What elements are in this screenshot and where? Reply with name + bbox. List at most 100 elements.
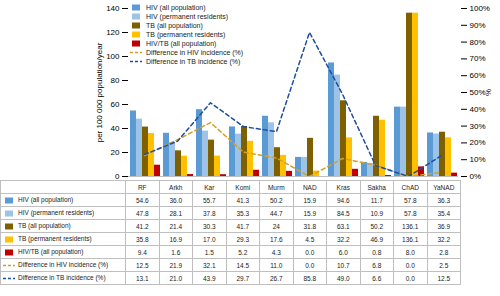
- html-text:8.0: 8.0: [405, 248, 415, 256]
- html-text:35.3: 35.3: [236, 209, 250, 217]
- html-text:136.1: 136.1: [402, 222, 419, 230]
- html-text:Kar: Kar: [204, 183, 215, 191]
- svg-text:30%: 30%: [470, 122, 486, 131]
- html-text:RF: RF: [137, 183, 147, 191]
- svg-text:per 100 000 population/year: per 100 000 population/year: [95, 42, 104, 142]
- html-text:15.9: 15.9: [303, 196, 317, 204]
- html-text:32.2: 32.2: [336, 235, 350, 243]
- html-text:6.0: 6.0: [338, 248, 348, 256]
- svg-text:70%: 70%: [470, 54, 486, 63]
- html-text:TB (permanent residents): TB (permanent residents): [18, 235, 92, 243]
- html-text:55.7: 55.7: [202, 196, 216, 204]
- html-text:5.2: 5.2: [238, 248, 248, 256]
- svg-text:80%: 80%: [470, 38, 486, 47]
- html-text:4.3: 4.3: [271, 248, 281, 256]
- html-text:17.6: 17.6: [269, 235, 283, 243]
- svg-text:40: 40: [111, 124, 120, 133]
- svg-text:20: 20: [111, 148, 120, 157]
- html-text:50.2: 50.2: [370, 222, 384, 230]
- html-text:41.2: 41.2: [135, 222, 149, 230]
- html-text:32.1: 32.1: [202, 261, 216, 269]
- html-text:TB (all population): TB (all population): [18, 222, 71, 230]
- html-text:4.5: 4.5: [305, 235, 315, 243]
- html-text:13.1: 13.1: [135, 274, 149, 282]
- svg-text:10%: 10%: [470, 155, 486, 164]
- html-text:0.0: 0.0: [405, 261, 415, 269]
- svg-text:0%: 0%: [470, 172, 482, 181]
- html-text:14.5: 14.5: [236, 261, 250, 269]
- html-text:41.7: 41.7: [236, 222, 250, 230]
- html-text:2.8: 2.8: [439, 248, 449, 256]
- svg-text:120: 120: [106, 28, 120, 37]
- html-text:46.9: 46.9: [370, 235, 384, 243]
- html-text:YaNAD: YaNAD: [433, 183, 455, 191]
- html-text:32.2: 32.2: [437, 235, 451, 243]
- html-text:84.5: 84.5: [336, 209, 350, 217]
- html-text:9.4: 9.4: [137, 248, 147, 256]
- html-text:36.9: 36.9: [437, 222, 451, 230]
- svg-text:%: %: [484, 89, 493, 96]
- html-text:50.2: 50.2: [269, 196, 283, 204]
- html-text:63.1: 63.1: [336, 222, 350, 230]
- html-text:94.6: 94.6: [336, 196, 350, 204]
- html-text:Difference in HIV incidence (%: Difference in HIV incidence (%): [18, 261, 109, 269]
- svg-text:40%: 40%: [470, 105, 486, 114]
- html-text:41.3: 41.3: [236, 196, 250, 204]
- svg-text:60: 60: [111, 100, 120, 109]
- html-text:47.8: 47.8: [135, 209, 149, 217]
- html-text:16.9: 16.9: [169, 235, 183, 243]
- html-text:35.8: 35.8: [135, 235, 149, 243]
- html-text:HIV (permanent residents): HIV (permanent residents): [18, 209, 95, 217]
- svg-text:50%: 50%: [469, 88, 486, 98]
- html-text:2.5: 2.5: [439, 261, 449, 269]
- html-text:ChAD: ChAD: [401, 183, 419, 191]
- html-text:Difference in TB incidence (%): Difference in TB incidence (%): [18, 274, 106, 282]
- html-text:1.6: 1.6: [171, 248, 181, 256]
- html-text:11.0: 11.0: [270, 261, 283, 269]
- html-text:Kras: Kras: [336, 183, 350, 191]
- html-text:HIV (all population): HIV (all population): [18, 196, 74, 204]
- html-text:6.8: 6.8: [372, 261, 382, 269]
- html-text:11.7: 11.7: [370, 196, 383, 204]
- html-text:12.5: 12.5: [135, 261, 149, 269]
- html-text:36.0: 36.0: [169, 196, 183, 204]
- html-text:29.3: 29.3: [236, 235, 250, 243]
- html-text:10.7: 10.7: [336, 261, 350, 269]
- html-text:21.9: 21.9: [169, 261, 183, 269]
- html-text:Komi: Komi: [235, 183, 251, 191]
- html-text:10.9: 10.9: [370, 209, 384, 217]
- svg-text:140: 140: [106, 4, 120, 13]
- svg-text:100%: 100%: [470, 4, 490, 13]
- svg-text:90%: 90%: [470, 21, 486, 30]
- html-text:21.0: 21.0: [169, 274, 183, 282]
- svg-text:60%: 60%: [470, 71, 486, 80]
- html-text:57.8: 57.8: [403, 196, 417, 204]
- html-text:0.0: 0.0: [305, 248, 315, 256]
- svg-text:20%: 20%: [470, 138, 486, 147]
- html-text:Arkh: Arkh: [169, 183, 183, 191]
- svg-text:80: 80: [111, 76, 120, 85]
- html-text:Sakha: Sakha: [367, 183, 386, 191]
- html-text:31.8: 31.8: [303, 222, 317, 230]
- html-text:54.6: 54.6: [135, 196, 149, 204]
- html-text:28.1: 28.1: [169, 209, 183, 217]
- svg-text:100: 100: [106, 52, 120, 61]
- html-text:30.3: 30.3: [202, 222, 216, 230]
- html-text:15.9: 15.9: [303, 209, 317, 217]
- html-text:36.3: 36.3: [437, 196, 451, 204]
- html-text:0.8: 0.8: [372, 248, 382, 256]
- html-text:136.1: 136.1: [402, 235, 419, 243]
- html-text:NAD: NAD: [302, 183, 317, 191]
- html-text:24: 24: [272, 222, 280, 230]
- html-text:44.7: 44.7: [269, 209, 283, 217]
- html-text:17.0: 17.0: [202, 235, 216, 243]
- html-text:HIV/TB (all population): HIV/TB (all population): [18, 248, 84, 256]
- html-text:Murm: Murm: [267, 183, 285, 191]
- html-text:0.0: 0.0: [305, 261, 315, 269]
- html-text:1.5: 1.5: [204, 248, 214, 256]
- html-text:35.4: 35.4: [437, 209, 451, 217]
- html-text:21.4: 21.4: [169, 222, 183, 230]
- svg-text:0: 0: [115, 172, 120, 181]
- html-text:57.8: 57.8: [403, 209, 417, 217]
- html-text:37.8: 37.8: [202, 209, 216, 217]
